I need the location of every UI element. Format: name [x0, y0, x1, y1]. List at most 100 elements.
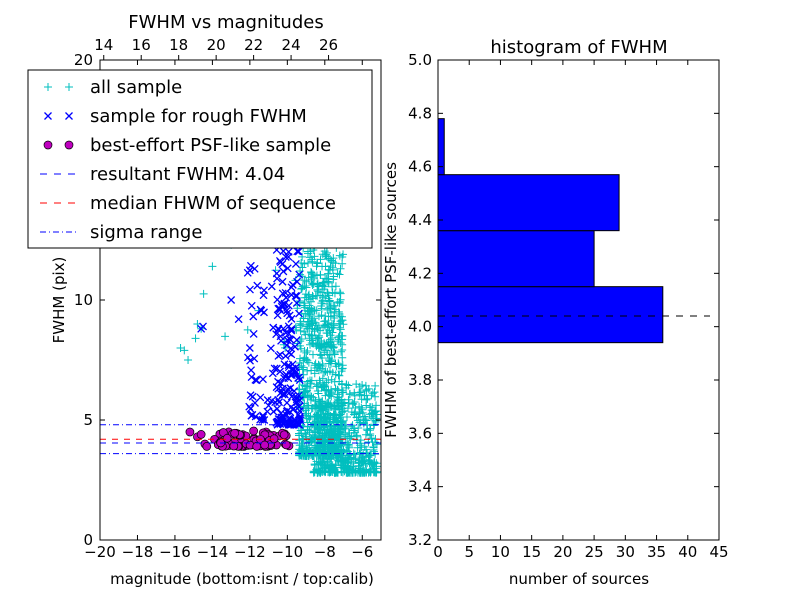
all-sample-point	[318, 343, 327, 352]
all-sample-point	[299, 363, 308, 372]
rough-sample-point	[253, 281, 262, 290]
x-tick-label: −6	[351, 543, 373, 561]
rough-sample-point	[291, 398, 300, 407]
y-tick-label: 4.8	[408, 104, 432, 122]
all-sample-point	[297, 284, 306, 293]
all-sample-point	[366, 451, 375, 460]
all-sample-point	[302, 322, 311, 331]
legend-marker-all-sample	[44, 83, 52, 91]
x-tick-label: −10	[272, 543, 304, 561]
rough-sample-point	[276, 305, 284, 314]
left-x-axis-label: magnitude (bottom:isnt / top:calib)	[110, 570, 374, 588]
best-effort-point	[222, 433, 232, 443]
rough-sample-point	[286, 336, 295, 344]
all-sample-point	[364, 384, 373, 393]
right-data-layer	[437, 118, 710, 344]
all-sample-point	[315, 401, 324, 410]
legend-marker-best-effort	[64, 140, 74, 150]
all-sample-point	[351, 454, 360, 463]
x-tick-label: −14	[197, 543, 229, 561]
all-sample-point	[338, 438, 347, 447]
all-sample-point	[300, 276, 309, 285]
all-sample-point	[319, 412, 328, 421]
all-sample-point	[324, 386, 333, 395]
all-sample-point	[313, 386, 322, 395]
rough-sample-point	[243, 268, 252, 277]
all-sample-point	[301, 406, 310, 415]
rough-sample-point	[246, 391, 255, 400]
all-sample-point	[333, 468, 342, 477]
best-effort-point	[202, 442, 212, 451]
best-effort-point	[229, 441, 239, 451]
all-sample-point	[316, 378, 325, 387]
all-sample-point	[316, 291, 325, 300]
y-tick-label: 10	[74, 291, 93, 309]
rough-sample-point	[293, 247, 302, 256]
x-tick-label: 30	[616, 543, 635, 561]
all-sample-point	[372, 414, 381, 423]
x-tick-label: 5	[464, 543, 474, 561]
rough-sample-point	[260, 286, 269, 295]
all-sample-point	[338, 259, 347, 268]
top-tick-label: 14	[94, 36, 113, 54]
all-sample-point	[296, 326, 305, 335]
x-tick-label: 0	[433, 543, 443, 561]
all-sample-point	[303, 306, 312, 315]
right-chart-title: histogram of FWHM	[490, 37, 667, 58]
rough-sample-point	[281, 372, 290, 381]
rough-sample-point	[295, 412, 304, 421]
all-sample-point	[310, 306, 319, 315]
rough-sample-point	[273, 295, 282, 304]
all-sample-point	[362, 445, 371, 454]
rough-sample-point	[274, 351, 283, 360]
all-sample-point	[336, 458, 345, 467]
all-sample-point	[335, 270, 344, 279]
all-sample-point	[312, 382, 321, 391]
all-sample-point	[329, 301, 338, 310]
legend-label-rough-sample: sample for rough FWHM	[90, 106, 307, 127]
rough-sample-point	[256, 415, 265, 424]
all-sample-point	[308, 257, 317, 266]
all-sample-point	[329, 343, 338, 352]
all-sample-point	[338, 253, 347, 262]
all-sample-point	[338, 353, 347, 362]
rough-sample-point	[199, 322, 207, 331]
all-sample-point	[323, 289, 332, 298]
all-sample-point	[328, 448, 337, 457]
all-sample-point	[310, 314, 319, 323]
all-sample-point	[331, 441, 340, 450]
all-sample-point	[317, 311, 326, 320]
all-sample-point	[305, 310, 314, 319]
y-tick-label: 3.2	[408, 531, 432, 549]
all-sample-point	[344, 459, 353, 468]
rough-sample-point	[249, 312, 258, 321]
rough-sample-point	[269, 323, 278, 332]
all-sample-point	[302, 348, 311, 357]
all-sample-point	[303, 366, 312, 375]
all-sample-point	[362, 416, 371, 425]
all-sample-point	[310, 369, 319, 378]
all-sample-point	[364, 468, 373, 477]
all-sample-point	[360, 391, 369, 400]
all-sample-point	[321, 367, 330, 376]
all-sample-point	[301, 387, 310, 396]
all-sample-point	[310, 252, 319, 261]
legend-label-all-sample: all sample	[90, 77, 182, 98]
all-sample-point	[338, 407, 347, 416]
all-sample-point	[325, 457, 334, 466]
all-sample-point	[296, 317, 305, 326]
rough-sample-point	[291, 366, 300, 375]
all-sample-point	[329, 272, 338, 281]
all-sample-point	[221, 332, 230, 341]
all-sample-point	[339, 388, 348, 397]
all-sample-point	[344, 468, 353, 477]
rough-sample-point	[276, 258, 285, 267]
y-tick-label: 4.6	[408, 158, 432, 176]
rough-sample-point	[269, 407, 278, 416]
all-sample-point	[372, 406, 381, 415]
all-sample-point	[353, 443, 362, 452]
x-tick-label: −20	[84, 543, 116, 561]
rough-sample-point	[272, 330, 281, 339]
all-sample-point	[302, 437, 311, 446]
all-sample-point	[355, 466, 364, 475]
